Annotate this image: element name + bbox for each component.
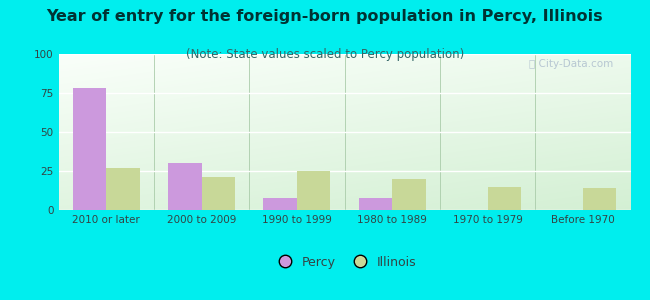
Bar — [583, 188, 616, 210]
Text: (Note: State values scaled to Percy population): (Note: State values scaled to Percy popu… — [186, 48, 464, 61]
Text: ⓘ City-Data.com: ⓘ City-Data.com — [529, 59, 614, 69]
Bar — [297, 171, 330, 210]
Bar — [263, 197, 297, 210]
Bar — [392, 179, 426, 210]
Bar — [359, 197, 392, 210]
Bar — [73, 88, 106, 210]
Bar — [488, 187, 521, 210]
Legend: Percy, Illinois: Percy, Illinois — [268, 250, 421, 274]
Bar — [202, 177, 235, 210]
Bar — [106, 168, 140, 210]
Text: Year of entry for the foreign-born population in Percy, Illinois: Year of entry for the foreign-born popul… — [47, 9, 603, 24]
Bar — [168, 163, 202, 210]
